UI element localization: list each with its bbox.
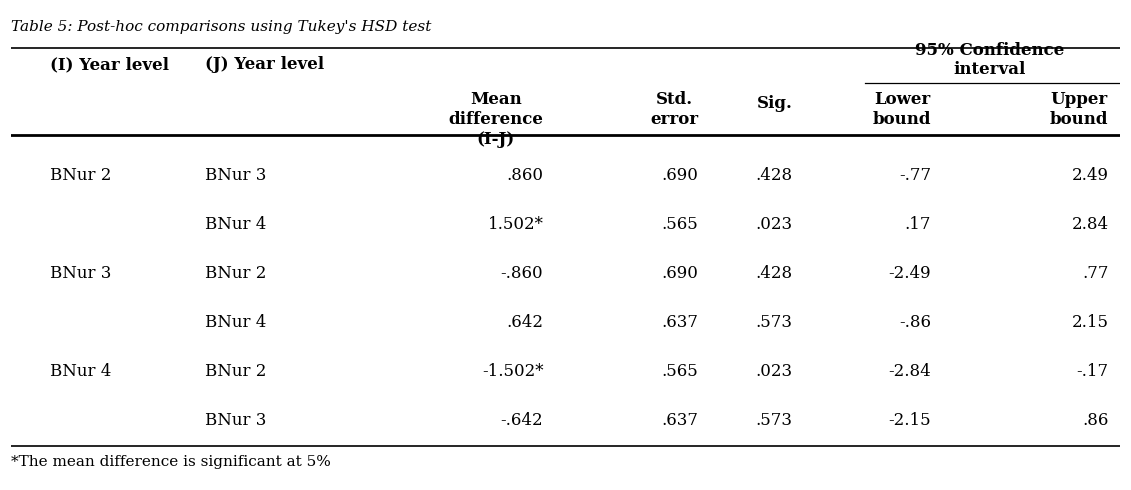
- Text: .642: .642: [507, 314, 543, 331]
- Text: .690: .690: [662, 167, 699, 184]
- Text: BNur 3: BNur 3: [206, 412, 267, 429]
- Text: (I) Year level: (I) Year level: [50, 56, 170, 74]
- Text: .565: .565: [662, 216, 699, 233]
- Text: Upper
bound: Upper bound: [1050, 91, 1108, 128]
- Text: -.77: -.77: [899, 167, 931, 184]
- Text: .77: .77: [1082, 265, 1108, 282]
- Text: .023: .023: [756, 363, 793, 380]
- Text: BNur 3: BNur 3: [50, 265, 112, 282]
- Text: .637: .637: [662, 412, 699, 429]
- Text: BNur 4: BNur 4: [206, 216, 267, 233]
- Text: -.86: -.86: [899, 314, 931, 331]
- Text: -2.15: -2.15: [889, 412, 931, 429]
- Text: BNur 2: BNur 2: [206, 265, 267, 282]
- Text: -1.502*: -1.502*: [482, 363, 543, 380]
- Text: Mean
difference
(I-J): Mean difference (I-J): [449, 91, 543, 147]
- Text: BNur 2: BNur 2: [50, 167, 112, 184]
- Text: BNur 4: BNur 4: [50, 363, 112, 380]
- Text: 2.84: 2.84: [1071, 216, 1108, 233]
- Text: Sig.: Sig.: [757, 95, 793, 112]
- Text: 2.49: 2.49: [1071, 167, 1108, 184]
- Text: .86: .86: [1082, 412, 1108, 429]
- Text: .573: .573: [756, 412, 793, 429]
- Text: .690: .690: [662, 265, 699, 282]
- Text: .428: .428: [756, 167, 793, 184]
- Text: *The mean difference is significant at 5%: *The mean difference is significant at 5…: [11, 455, 331, 469]
- Text: Table 5: Post-hoc comparisons using Tukey's HSD test: Table 5: Post-hoc comparisons using Tuke…: [11, 20, 432, 33]
- Text: -.17: -.17: [1077, 363, 1108, 380]
- Text: Std.
error: Std. error: [650, 91, 699, 128]
- Text: .565: .565: [662, 363, 699, 380]
- Text: (J) Year level: (J) Year level: [206, 56, 325, 74]
- Text: Lower
bound: Lower bound: [873, 91, 931, 128]
- Text: 1.502*: 1.502*: [487, 216, 543, 233]
- Text: -2.49: -2.49: [889, 265, 931, 282]
- Text: .17: .17: [905, 216, 931, 233]
- Text: .637: .637: [662, 314, 699, 331]
- Text: -.642: -.642: [501, 412, 543, 429]
- Text: BNur 2: BNur 2: [206, 363, 267, 380]
- Text: .023: .023: [756, 216, 793, 233]
- Text: 95% Confidence
interval: 95% Confidence interval: [915, 42, 1064, 78]
- Text: .573: .573: [756, 314, 793, 331]
- Text: BNur 3: BNur 3: [206, 167, 267, 184]
- Text: 2.15: 2.15: [1071, 314, 1108, 331]
- Text: -.860: -.860: [501, 265, 543, 282]
- Text: BNur 4: BNur 4: [206, 314, 267, 331]
- Text: .428: .428: [756, 265, 793, 282]
- Text: .860: .860: [507, 167, 543, 184]
- Text: -2.84: -2.84: [889, 363, 931, 380]
